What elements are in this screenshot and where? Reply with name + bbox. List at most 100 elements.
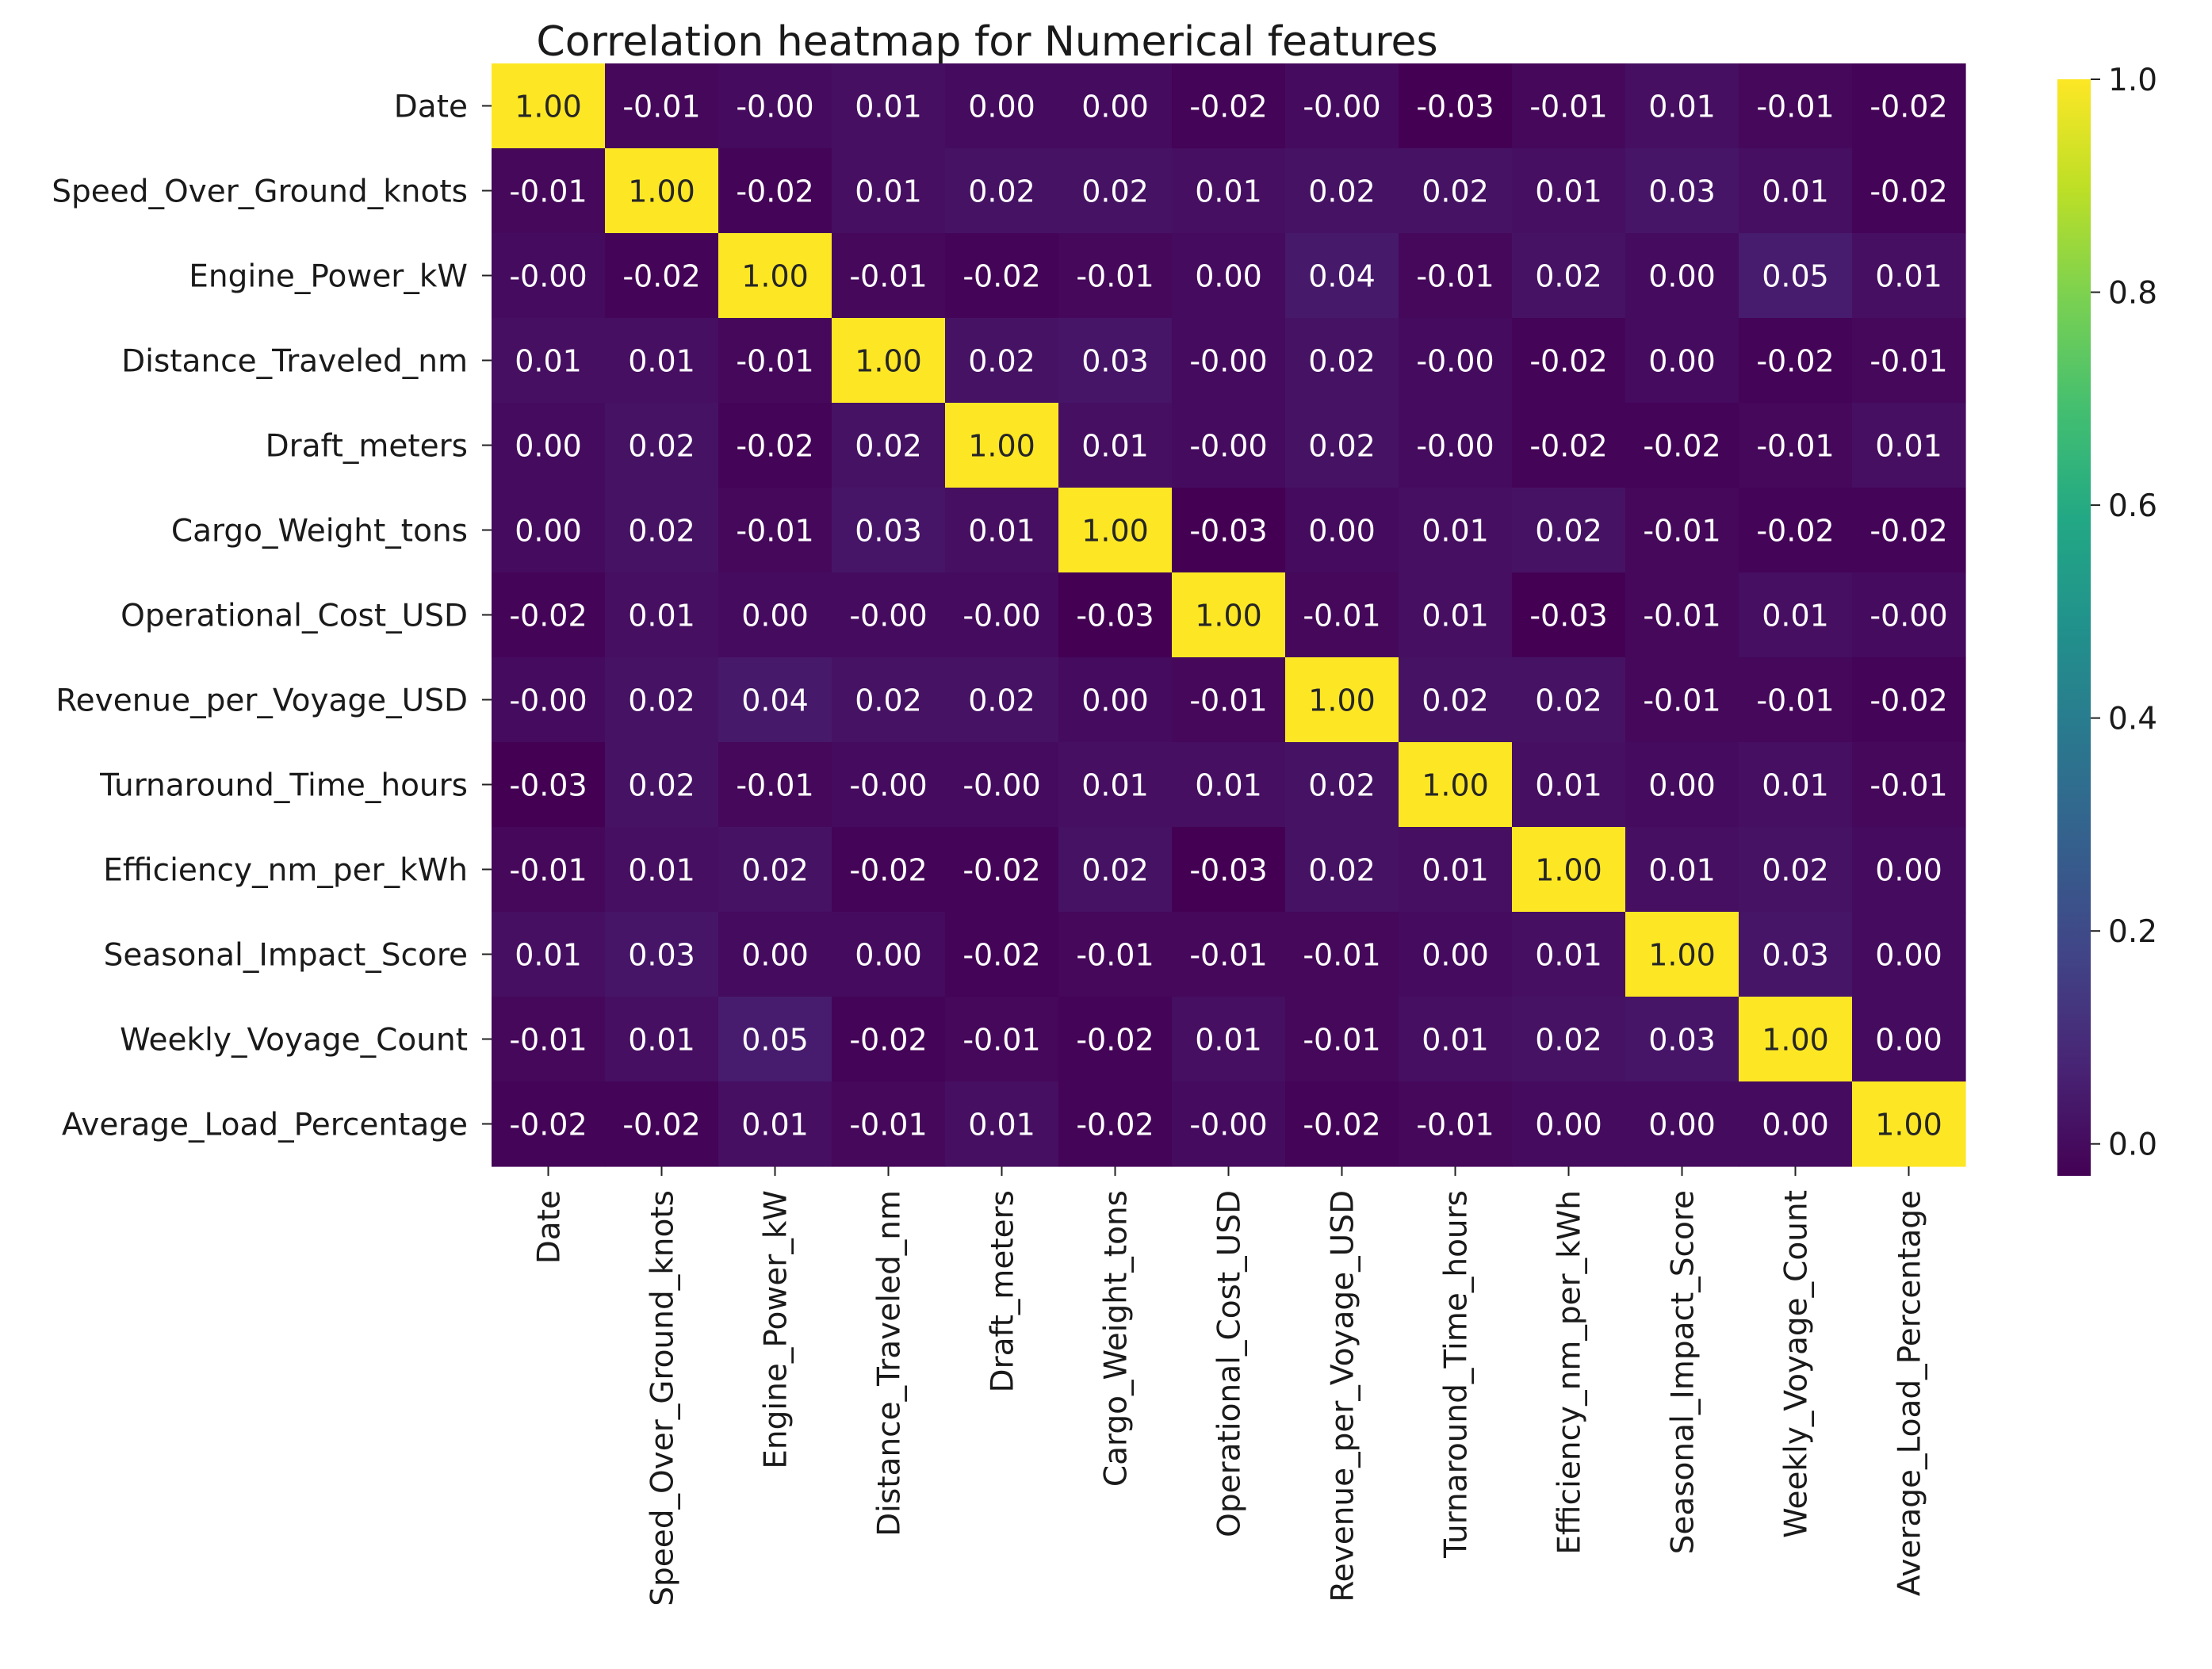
heatmap-cell: [1512, 488, 1626, 573]
cell-value-label: -0.02: [1076, 1108, 1154, 1143]
heatmap-cell: [605, 912, 719, 997]
heatmap-cell: [1285, 403, 1399, 488]
cell-value-label: -0.02: [1303, 1108, 1380, 1143]
heatmap-cell: [492, 318, 606, 404]
cell-value-label: 1.00: [1308, 683, 1376, 718]
heatmap-cell: [832, 403, 946, 488]
heatmap-cell: [1285, 572, 1399, 658]
cell-value-label: 0.01: [1195, 768, 1262, 803]
cell-value-label: -0.02: [1756, 344, 1834, 379]
cell-value-label: -0.00: [962, 599, 1040, 634]
y-tick-label: Revenue_per_Voyage_USD: [55, 683, 468, 719]
heatmap-cell: [605, 1081, 719, 1167]
cell-value-label: -0.01: [1416, 259, 1494, 294]
heatmap-cell: [945, 403, 1059, 488]
heatmap-cell: [1625, 742, 1739, 828]
cell-value-label: -0.01: [736, 344, 813, 379]
cell-value-label: 0.02: [1308, 768, 1376, 803]
cell-value-label: -0.00: [1869, 599, 1947, 634]
colorbar-tick-label: 1.0: [2108, 63, 2157, 98]
heatmap-cell: [1852, 742, 1966, 828]
heatmap-cell: [1512, 997, 1626, 1082]
cell-value-label: -0.02: [1869, 174, 1947, 209]
cell-value-label: -0.02: [962, 259, 1040, 294]
cell-value-label: 0.03: [628, 938, 695, 973]
colorbar-tick-label: 0.0: [2108, 1127, 2157, 1163]
cell-value-label: 0.01: [1648, 90, 1716, 124]
cell-value-label: 1.00: [515, 90, 582, 124]
cell-value-label: 0.01: [1422, 853, 1489, 888]
x-tick-label: Revenue_per_Voyage_USD: [1326, 1190, 1361, 1602]
y-tick-label: Distance_Traveled_nm: [121, 344, 468, 380]
cell-value-label: 0.02: [968, 344, 1035, 379]
heatmap-cell: [1058, 318, 1173, 404]
cell-value-label: 0.01: [1422, 1023, 1489, 1058]
cell-value-label: -0.00: [1189, 429, 1267, 464]
cell-value-label: -0.01: [1076, 259, 1154, 294]
cell-value-label: -0.01: [509, 853, 587, 888]
heatmap-cell: [1058, 403, 1173, 488]
cell-value-label: -0.00: [1189, 1108, 1267, 1143]
heatmap-cell: [718, 1081, 832, 1167]
cell-value-label: 0.02: [1308, 853, 1376, 888]
cell-value-label: -0.03: [1076, 599, 1154, 634]
y-tick-label: Seasonal_Impact_Score: [104, 938, 468, 974]
heatmap-cell: [1512, 63, 1626, 149]
heatmap-cell: [832, 1081, 946, 1167]
cell-value-label: 0.02: [1535, 683, 1602, 718]
heatmap-cell: [1399, 233, 1513, 319]
heatmap-cell: [1285, 827, 1399, 913]
cell-value-label: 1.00: [1535, 853, 1602, 888]
cell-value-label: -0.00: [1416, 429, 1494, 464]
heatmap-cell: [492, 488, 606, 573]
cell-value-label: 0.00: [1308, 514, 1376, 549]
heatmap-cell: [718, 742, 832, 828]
heatmap-cell: [605, 63, 719, 149]
cell-value-label: 0.00: [968, 90, 1035, 124]
cell-value-label: -0.00: [1416, 344, 1494, 379]
cell-value-label: 0.00: [1648, 768, 1716, 803]
heatmap-cell: [1058, 63, 1173, 149]
x-tick-label: Date: [532, 1190, 568, 1264]
heatmap-cell: [1625, 488, 1739, 573]
heatmap-cell: [1399, 318, 1513, 404]
heatmap-cell: [1058, 488, 1173, 573]
heatmap-cell: [832, 742, 946, 828]
cell-value-label: 0.02: [1422, 174, 1489, 209]
y-tick-label: Average_Load_Percentage: [62, 1108, 468, 1143]
heatmap-cell: [945, 148, 1059, 234]
cell-value-label: 0.02: [628, 429, 695, 464]
heatmap-cell: [832, 148, 946, 234]
chart-title: Correlation heatmap for Numerical featur…: [536, 18, 1437, 66]
cell-value-label: -0.01: [1869, 768, 1947, 803]
cell-value-label: 0.01: [1535, 768, 1602, 803]
cell-value-label: 1.00: [968, 429, 1035, 464]
heatmap-cell: [1058, 148, 1173, 234]
cell-value-label: 0.01: [1422, 599, 1489, 634]
heatmap-cell: [605, 742, 719, 828]
heatmap-cell: [1739, 997, 1853, 1082]
cell-value-label: 0.00: [1875, 938, 1942, 973]
cell-value-label: 0.01: [1762, 768, 1829, 803]
cell-value-label: 0.00: [1875, 1023, 1942, 1058]
x-tick-label: Operational_Cost_USD: [1212, 1190, 1248, 1537]
heatmap-cell: [945, 572, 1059, 658]
cell-value-label: 0.02: [1535, 514, 1602, 549]
heatmap-cell: [1625, 403, 1739, 488]
heatmap-cell: [1058, 1081, 1173, 1167]
heatmap-cell: [718, 657, 832, 743]
cell-value-label: -0.01: [1303, 938, 1380, 973]
heatmap-cell: [605, 233, 719, 319]
heatmap-cell: [1852, 403, 1966, 488]
cell-value-label: 1.00: [1195, 599, 1262, 634]
cell-value-label: -0.01: [1189, 683, 1267, 718]
cell-value-label: -0.01: [849, 1108, 927, 1143]
y-tick-label: Draft_meters: [266, 429, 468, 465]
cell-value-label: 0.03: [1648, 174, 1716, 209]
heatmap-cell: [1739, 403, 1853, 488]
cell-value-label: 0.01: [515, 344, 582, 379]
cell-value-label: -0.00: [962, 768, 1040, 803]
heatmap-cell: [718, 912, 832, 997]
heatmap-cell: [832, 657, 946, 743]
cell-value-label: -0.02: [849, 1023, 927, 1058]
